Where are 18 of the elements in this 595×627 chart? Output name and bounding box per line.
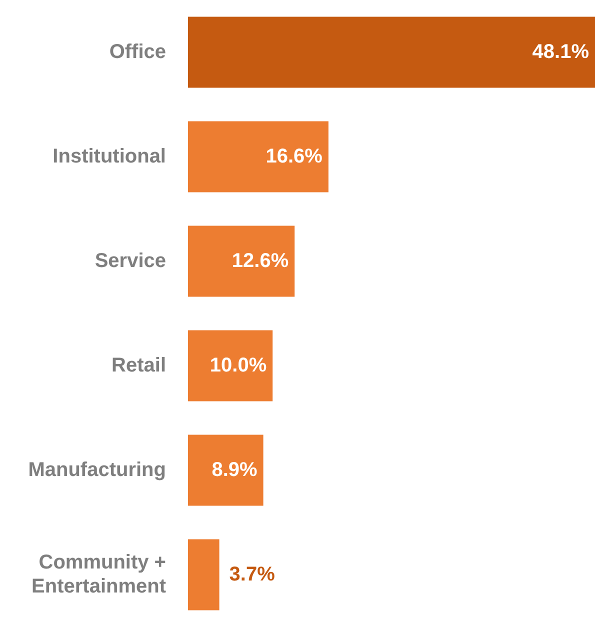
data-label: 48.1% (532, 40, 590, 63)
y-tick-label: Office (109, 40, 166, 63)
y-tick-label: Institutional (52, 145, 166, 168)
bar (188, 226, 295, 297)
y-tick-label: Community + Entertainment (32, 551, 166, 598)
bar (188, 539, 220, 610)
data-label: 8.9% (212, 458, 258, 481)
bar (188, 121, 328, 192)
y-tick-label: Service (94, 250, 166, 272)
y-tick-label: Manufacturing (28, 458, 166, 481)
data-label: 12.6% (232, 250, 289, 272)
bar (188, 434, 264, 506)
data-label: 10.0% (210, 354, 267, 376)
bar (188, 16, 595, 88)
data-label: 3.7% (229, 563, 276, 586)
data-label: 16.6% (266, 145, 323, 168)
y-tick-label: Retail (112, 354, 166, 376)
bar (188, 330, 273, 402)
